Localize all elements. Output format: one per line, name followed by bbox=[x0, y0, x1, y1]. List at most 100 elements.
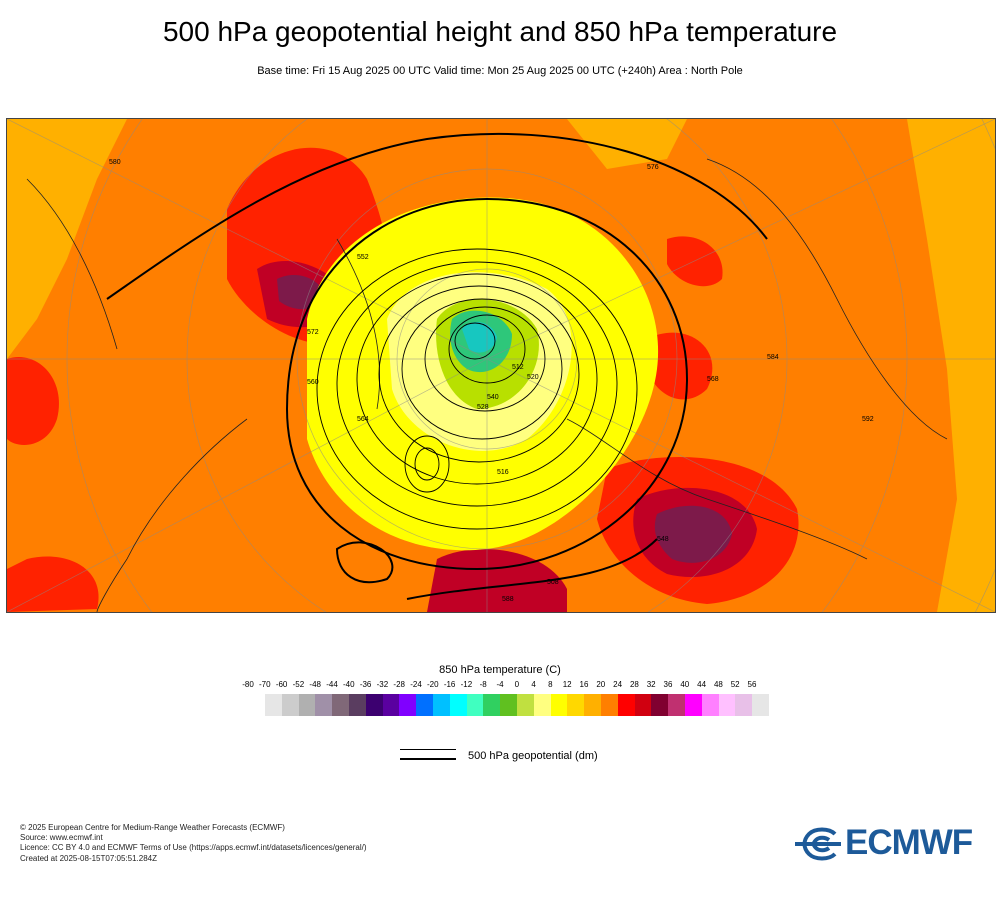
hot-region-5 bbox=[667, 236, 723, 287]
hot-region-3 bbox=[7, 357, 59, 445]
legend-tick-label: 12 bbox=[562, 680, 572, 689]
legend-tick-label: 32 bbox=[646, 680, 656, 689]
legend-swatch bbox=[701, 694, 719, 716]
legend-swatch bbox=[600, 694, 618, 716]
legend-swatch bbox=[416, 694, 433, 716]
legend-tick-label: 28 bbox=[629, 680, 639, 689]
mild-region-west bbox=[7, 119, 127, 359]
legend-tick-label: -40 bbox=[343, 680, 355, 689]
legend-tick-label: -16 bbox=[443, 680, 456, 689]
graticule bbox=[7, 119, 995, 612]
polar-region bbox=[462, 322, 497, 353]
legend-swatch bbox=[651, 694, 669, 716]
legend-tick-label: 56 bbox=[747, 680, 757, 689]
legend-swatch bbox=[718, 694, 736, 716]
contour-legend-label: 500 hPa geopotential (dm) bbox=[468, 750, 598, 762]
map-svg: 552 560 576 584 540 528 520 512 508 548 … bbox=[7, 119, 995, 612]
legend-tick-label: 16 bbox=[579, 680, 589, 689]
footer-created: Created at 2025-08-15T07:05:51.284Z bbox=[20, 853, 157, 863]
coastlines bbox=[26, 158, 948, 612]
legend-swatch bbox=[550, 694, 568, 716]
temperature-legend-title: 850 hPa temperature (C) bbox=[439, 664, 561, 676]
contour-label: 572 bbox=[307, 329, 319, 336]
legend-tick-label: -12 bbox=[460, 680, 473, 689]
contour-label: 584 bbox=[767, 354, 779, 361]
legend-tick-label: -28 bbox=[393, 680, 405, 689]
hot-region-6 bbox=[7, 556, 99, 612]
legend-swatch bbox=[668, 694, 685, 716]
contour-label: 552 bbox=[357, 254, 369, 261]
contour-label: 568 bbox=[707, 376, 719, 383]
legend-tick-label: 48 bbox=[713, 680, 723, 689]
legend-tick-label: 24 bbox=[613, 680, 623, 689]
legend-tick-label: 8 bbox=[548, 680, 553, 689]
contour-label: 528 bbox=[477, 404, 489, 411]
legend-tick-label: -60 bbox=[275, 680, 288, 689]
temperature-legend-swatches bbox=[265, 694, 769, 716]
legend-tick-label: -48 bbox=[309, 680, 321, 689]
legend-swatch bbox=[365, 694, 383, 716]
legend-swatch bbox=[382, 694, 400, 716]
legend-tick-label: 0 bbox=[514, 680, 520, 689]
legend-tick-label: 52 bbox=[730, 680, 740, 689]
legend-tick-label: -20 bbox=[427, 680, 439, 689]
contour-label-group: 552 560 576 584 540 528 520 512 508 548 … bbox=[109, 159, 874, 603]
geopotential-bold-contours bbox=[106, 132, 768, 600]
legend-tick-label: -70 bbox=[259, 680, 271, 689]
footer: © 2025 European Centre for Medium-Range … bbox=[20, 823, 367, 864]
legend-tick-label: -36 bbox=[359, 680, 372, 689]
legend-swatch bbox=[567, 694, 585, 716]
legend-swatch bbox=[265, 694, 282, 716]
legend-swatch bbox=[500, 694, 517, 716]
legend-tick-label: 4 bbox=[531, 680, 536, 689]
legend-tick-label: 44 bbox=[697, 680, 707, 689]
legend-swatch bbox=[332, 694, 349, 716]
legend-swatch bbox=[348, 694, 366, 716]
footer-licence: Licence: CC BY 4.0 and ECMWF Terms of Us… bbox=[20, 843, 367, 853]
hot-region-4 bbox=[647, 332, 713, 400]
contour-label: 516 bbox=[497, 469, 509, 476]
legend-tick-label: -80 bbox=[242, 680, 254, 689]
legend-swatch bbox=[399, 694, 417, 716]
legend-tick-label: -24 bbox=[410, 680, 422, 689]
legend-swatch bbox=[735, 694, 753, 716]
contour-label: 588 bbox=[502, 596, 514, 603]
legend-swatch bbox=[449, 694, 467, 716]
legend-swatch bbox=[281, 694, 299, 716]
contour-legend-line-thin bbox=[400, 749, 456, 750]
geopotential-contours bbox=[316, 248, 638, 530]
forecast-map: 552 560 576 584 540 528 520 512 508 548 … bbox=[6, 118, 996, 613]
legend-tick-label: 20 bbox=[596, 680, 606, 689]
legend-swatch bbox=[516, 694, 534, 716]
ecmwf-logo-text: ECMWF bbox=[845, 823, 973, 862]
legend-tick-label: -8 bbox=[479, 680, 487, 689]
legend-tick-label: 40 bbox=[680, 680, 690, 689]
legend-swatch bbox=[617, 694, 635, 716]
legend-tick-label: -32 bbox=[376, 680, 389, 689]
legend-swatch bbox=[752, 694, 769, 716]
legend-swatch bbox=[466, 694, 484, 716]
temperature-legend-ticks: -80 -70 -60 -52 -48 -44 -40 -36 -32 -28 -24 -20 -16-… bbox=[0, 680, 1000, 694]
legend-swatch bbox=[533, 694, 551, 716]
legend-swatch bbox=[483, 694, 501, 716]
contour-label: 520 bbox=[527, 374, 539, 381]
legend-swatch bbox=[432, 694, 450, 716]
chart-subtitle: Base time: Fri 15 Aug 2025 00 UTC Valid … bbox=[257, 65, 743, 77]
contour-legend-line-bold bbox=[400, 758, 456, 760]
footer-source: Source: www.ecmwf.int bbox=[20, 833, 103, 843]
contour-legend-key bbox=[400, 749, 460, 761]
mild-region-east bbox=[907, 119, 995, 612]
legend-swatch bbox=[298, 694, 316, 716]
legend-swatch bbox=[315, 694, 333, 716]
contour-label: 548 bbox=[657, 536, 669, 543]
footer-copyright: © 2025 European Centre for Medium-Range … bbox=[20, 823, 285, 832]
ecmwf-logo-icon bbox=[795, 827, 841, 861]
legend-tick-label: -44 bbox=[326, 680, 338, 689]
legend-swatch bbox=[584, 694, 601, 716]
contour-label: 508 bbox=[547, 579, 559, 586]
contour-label: 512 bbox=[512, 364, 524, 371]
contour-label: 592 bbox=[862, 416, 874, 423]
chart-title: 500 hPa geopotential height and 850 hPa … bbox=[162, 16, 838, 47]
very-hot-region-3 bbox=[427, 549, 567, 612]
legend-swatch bbox=[684, 694, 702, 716]
